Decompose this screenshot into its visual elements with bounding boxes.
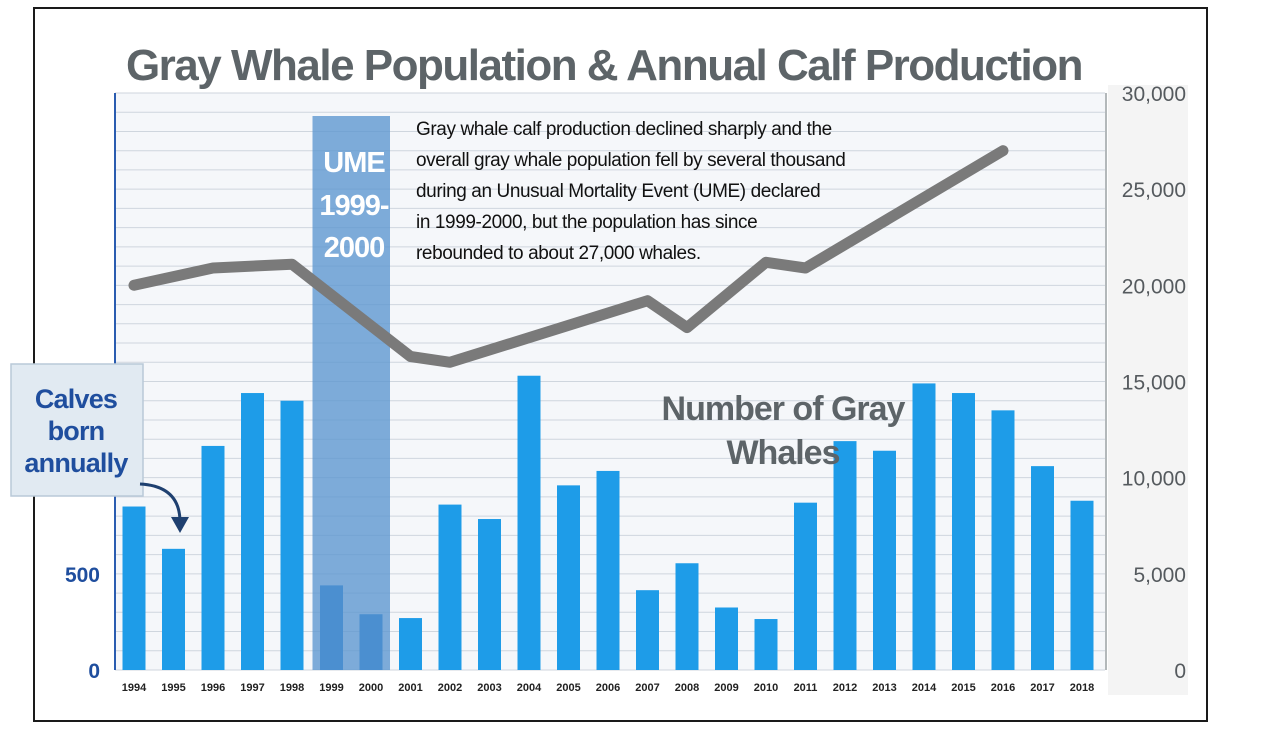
x-tick-label: 2011	[794, 682, 818, 694]
bar-2005	[557, 485, 580, 670]
x-tick-label: 2002	[438, 682, 462, 694]
x-tick-label: 1996	[201, 682, 225, 694]
x-tick-label: 1999	[319, 682, 343, 694]
right-tick-label: 30,000	[1122, 83, 1186, 106]
ume-note-line-1: Gray whale calf production declined shar…	[416, 119, 832, 140]
x-tick-label: 2012	[833, 682, 857, 694]
x-tick-label: 2000	[359, 682, 383, 694]
right-tick-label: 25,000	[1122, 179, 1186, 202]
x-tick-label: 1997	[240, 682, 264, 694]
x-tick-label: 2009	[714, 682, 738, 694]
bar-2010	[754, 619, 778, 670]
right-tick-label: 10,000	[1122, 468, 1186, 491]
ume-note-line-3: during an Unusual Mortality Event (UME) …	[416, 181, 820, 202]
right-tick-label: 5,000	[1133, 564, 1186, 587]
bar-1998	[280, 400, 304, 670]
population-line	[128, 145, 1009, 368]
bar-2006	[596, 470, 620, 670]
calves-arrowhead	[171, 517, 189, 533]
right-tick-label: 20,000	[1122, 275, 1186, 298]
bar-2018	[1070, 500, 1094, 670]
x-tick-label: 2010	[754, 682, 778, 694]
bar-1996	[201, 445, 225, 670]
right-tick-label: 0	[1174, 660, 1186, 683]
x-tick-label: 2005	[556, 682, 580, 694]
bar-2001	[399, 618, 422, 670]
bar-2012	[833, 441, 857, 670]
bar-2007	[636, 590, 659, 670]
x-tick-label: 1994	[122, 682, 147, 694]
x-axis-ticks: 1994 1995 1996 1997 1998 1999 2000 2001 2002 2003…	[122, 682, 1094, 694]
x-tick-label: 2014	[912, 682, 937, 694]
ume-label-line-2: 1999-	[319, 190, 389, 222]
left-tick-label: 0	[88, 660, 100, 683]
x-tick-label: 2015	[951, 682, 975, 694]
x-tick-label: 2001	[398, 682, 422, 694]
x-tick-label: 1995	[161, 682, 185, 694]
x-tick-label: 2008	[675, 682, 699, 694]
x-tick-label: 2004	[517, 682, 542, 694]
bar-1994	[122, 506, 146, 670]
population-label-line-2: Whales	[726, 434, 839, 472]
right-axis-ticks: 0 5,000 10,000 15,000 20,000 25,000 30,000	[1122, 83, 1186, 683]
bar-2015	[952, 393, 975, 670]
calves-label-line-1: Calves	[35, 384, 117, 414]
bar-2003	[478, 519, 501, 670]
bar-2009	[715, 607, 738, 670]
x-tick-label: 2006	[596, 682, 620, 694]
bar-2004	[517, 375, 541, 670]
bar-2016	[991, 410, 1015, 670]
x-tick-label: 2016	[991, 682, 1015, 694]
ume-note-line-4: in 1999-2000, but the population has sin…	[416, 212, 757, 233]
ume-note-line-5: rebounded to about 27,000 whales.	[416, 243, 701, 264]
calves-label-line-3: annually	[24, 448, 128, 478]
ume-band	[312, 116, 390, 670]
bar-2017	[1031, 466, 1054, 670]
bar-1995	[162, 548, 185, 670]
bar-2013	[873, 450, 896, 670]
calf-bars	[122, 375, 1094, 670]
x-tick-label: 1998	[280, 682, 304, 694]
left-tick-label: 500	[65, 564, 100, 587]
x-tick-label: 2003	[477, 682, 501, 694]
population-label-line-1: Number of Gray	[662, 390, 906, 428]
bar-1997	[241, 393, 264, 670]
right-tick-label: 15,000	[1122, 372, 1186, 395]
bar-2014	[912, 383, 936, 670]
x-tick-label: 2017	[1030, 682, 1054, 694]
ume-label-line-1: UME	[323, 147, 385, 179]
ume-note-line-2: overall gray whale population fell by se…	[416, 150, 845, 171]
bar-2002	[438, 504, 462, 670]
bar-2008	[675, 563, 699, 670]
x-tick-label: 2007	[635, 682, 659, 694]
x-tick-label: 2013	[872, 682, 896, 694]
calves-arrow	[139, 482, 182, 523]
bar-2011	[794, 502, 817, 670]
ume-label-line-3: 2000	[324, 232, 385, 264]
chart-title: Gray Whale Population & Annual Calf Prod…	[126, 41, 1082, 90]
right-axis-strip	[1108, 85, 1188, 695]
x-tick-label: 2018	[1070, 682, 1094, 694]
calves-label-box	[10, 363, 144, 497]
calves-label-line-2: born	[48, 416, 105, 446]
